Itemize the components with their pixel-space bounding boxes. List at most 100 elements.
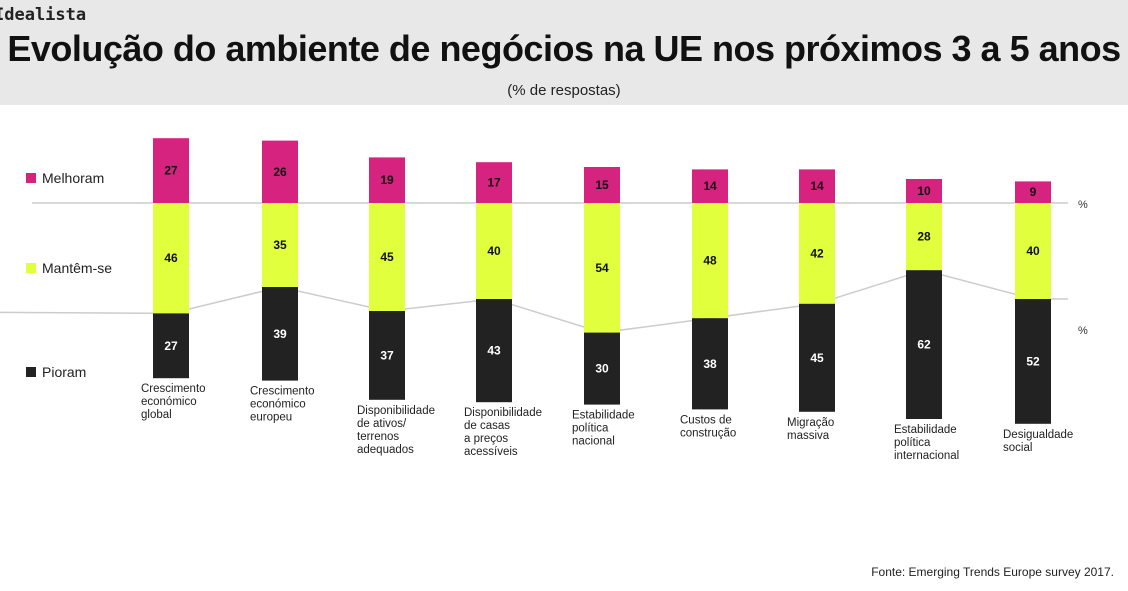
category-label-line: Disponibilidade <box>464 407 542 419</box>
data-label-melhoram: 10 <box>917 184 931 198</box>
category-label-line: adequados <box>357 444 414 456</box>
bar-melhoram <box>1015 181 1051 203</box>
axis-marker: % <box>1078 199 1088 211</box>
category-label-line: Custos de <box>680 414 732 426</box>
bar-melhoram <box>262 140 298 203</box>
data-label-melhoram: 9 <box>1030 185 1037 199</box>
category-label: Estabilidade política internacional <box>894 424 959 462</box>
data-label-mantem: 54 <box>595 261 609 275</box>
bar-mantem <box>153 203 189 314</box>
category-label-line: acessíveis <box>464 446 518 458</box>
bar-mantem <box>369 203 405 311</box>
bar-mantem <box>262 203 298 287</box>
data-label-pioram: 38 <box>703 357 717 371</box>
category-label-line: global <box>141 409 172 421</box>
data-label-mantem: 48 <box>703 254 717 268</box>
category-label-line: Crescimento <box>141 383 206 395</box>
data-label-pioram: 27 <box>164 339 178 353</box>
chart-subtitle: (% de respostas) <box>507 82 621 99</box>
category-label-line: de ativos/ <box>357 418 407 430</box>
category-label-line: europeu <box>250 412 292 424</box>
legend-swatch <box>26 263 36 273</box>
category-label: Crescimento económico europeu <box>250 386 315 424</box>
brand-logo: Idealista <box>0 5 87 25</box>
data-label-mantem: 42 <box>810 246 824 260</box>
data-label-melhoram: 15 <box>595 178 609 192</box>
bar-melhoram <box>584 167 620 203</box>
bar-melhoram <box>153 138 189 203</box>
bar-melhoram <box>799 169 835 203</box>
bar-pioram <box>153 313 189 379</box>
chart-source: Fonte: Emerging Trends Europe survey 201… <box>871 565 1114 579</box>
bar-melhoram <box>906 179 942 203</box>
category-label-line: política <box>894 437 931 449</box>
category-label: Migração massiva <box>787 417 834 442</box>
data-label-melhoram: 27 <box>164 164 178 178</box>
category-label-line: Estabilidade <box>894 424 957 436</box>
bar-mantem <box>584 203 620 333</box>
data-label-pioram: 45 <box>810 351 824 365</box>
legend-label: Pioram <box>42 364 86 380</box>
data-label-mantem: 46 <box>164 251 178 265</box>
data-label-pioram: 30 <box>595 362 609 376</box>
data-label-melhoram: 14 <box>703 179 717 193</box>
category-label: Disponibilidade de ativos/terrenos adequad… <box>357 405 435 456</box>
category-label-line: a preços <box>464 433 508 445</box>
bar-pioram <box>262 287 298 381</box>
category-label-line: nacional <box>572 436 615 448</box>
legend-swatch <box>26 173 36 183</box>
category-label-line: Estabilidade <box>572 410 635 422</box>
legend-label: Melhoram <box>42 170 104 186</box>
data-label-pioram: 52 <box>1026 354 1040 368</box>
category-label-line: Migração <box>787 417 834 429</box>
category-label-line: social <box>1003 442 1032 454</box>
data-label-mantem: 45 <box>380 250 394 264</box>
bar-mantem <box>1015 203 1051 299</box>
data-label-mantem: 28 <box>917 230 931 244</box>
category-label-line: internacional <box>894 450 959 462</box>
bar-pioram <box>799 303 835 412</box>
category-label: Disponibilidade de casas a preços acessívei… <box>464 407 542 458</box>
category-label-line: económico <box>250 399 306 411</box>
category-label-line: de casas <box>464 420 510 432</box>
bar-mantem <box>692 203 728 319</box>
category-label-line: Disponibilidade <box>357 405 435 417</box>
bar-pioram <box>584 332 620 405</box>
bar-melhoram <box>476 162 512 203</box>
bar-pioram <box>1015 299 1051 424</box>
bar-mantem <box>799 203 835 304</box>
category-label-line: Crescimento <box>250 386 315 398</box>
category-label: Estabilidade política nacional <box>572 410 635 448</box>
data-label-mantem: 40 <box>1026 244 1040 258</box>
title-band <box>0 0 1128 105</box>
data-label-melhoram: 26 <box>273 165 287 179</box>
bar-mantem <box>476 203 512 299</box>
category-label-line: construção <box>680 427 736 439</box>
category-label-line: massiva <box>787 430 830 442</box>
bar-pioram <box>369 311 405 400</box>
bar-mantem <box>906 203 942 271</box>
category-label: Desigualdade social <box>1003 429 1073 454</box>
bar-pioram <box>692 318 728 410</box>
legend-swatch <box>26 367 36 377</box>
bar-pioram <box>906 270 942 419</box>
data-label-pioram: 37 <box>380 348 394 362</box>
chart-title: Evolução do ambiente de negócios na UE n… <box>7 28 1121 69</box>
data-label-melhoram: 17 <box>487 176 501 190</box>
bar-melhoram <box>692 169 728 203</box>
data-label-pioram: 39 <box>273 327 287 341</box>
category-label: Custos de construção <box>680 414 736 439</box>
data-label-mantem: 35 <box>273 238 287 252</box>
data-label-pioram: 43 <box>487 344 501 358</box>
legend-label: Mantêm-se <box>42 260 112 276</box>
axis-marker: % <box>1078 325 1088 337</box>
data-label-mantem: 40 <box>487 244 501 258</box>
category-label: Crescimento económico global <box>141 383 206 421</box>
data-label-melhoram: 14 <box>810 179 824 193</box>
data-label-melhoram: 19 <box>380 173 394 187</box>
data-label-pioram: 62 <box>917 338 931 352</box>
category-label-line: política <box>572 423 609 435</box>
bar-melhoram <box>369 157 405 203</box>
category-label-line: económico <box>141 396 197 408</box>
